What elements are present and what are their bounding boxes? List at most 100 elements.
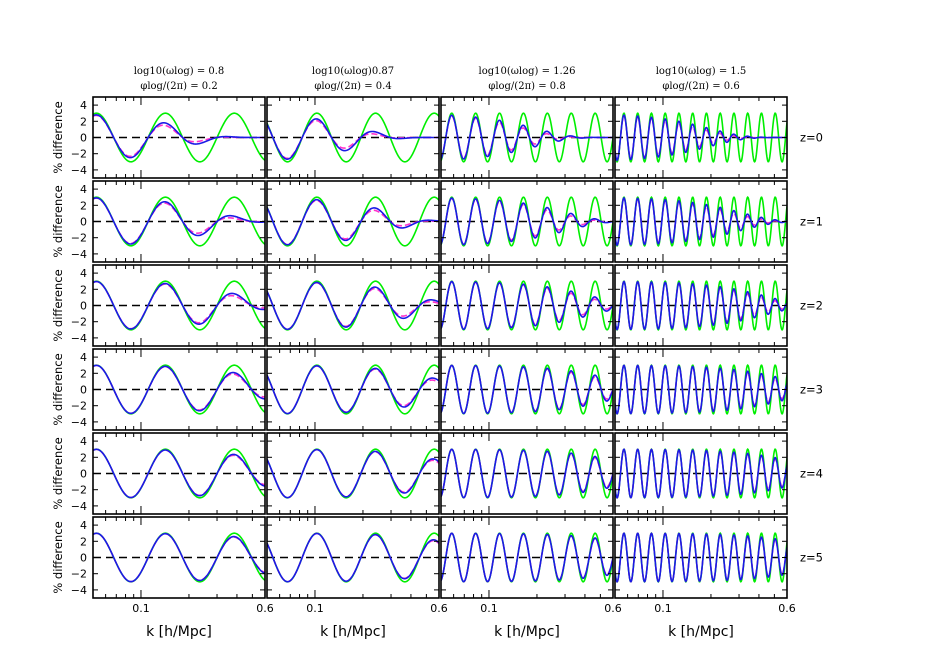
x-tick-label: 0.1	[132, 602, 150, 615]
panel-r1-c2	[440, 180, 614, 263]
panel-r4-c1	[266, 432, 440, 515]
y-tick-label: −2	[71, 148, 87, 161]
y-tick-label: −4	[71, 584, 87, 597]
y-tick-label: 4	[80, 435, 87, 448]
y-tick-label: −4	[71, 332, 87, 345]
y-tick-label: 2	[80, 283, 87, 296]
series-simulation-line	[441, 280, 613, 331]
series-linear-line	[267, 112, 439, 163]
series-simulation-line	[441, 114, 613, 160]
y-tick-label: 2	[80, 535, 87, 548]
y-tick-label: −2	[71, 568, 87, 581]
row-label: z=2	[800, 299, 823, 313]
series-linear-line	[93, 112, 265, 163]
series-simulation-line	[441, 532, 613, 583]
panel-r5-c1: 0.1 0.6	[266, 516, 448, 615]
series-simulation-line	[441, 197, 613, 246]
y-tick-label: 0	[80, 552, 87, 565]
series-simulation-line	[267, 198, 439, 246]
series-simulation-line	[615, 364, 787, 415]
series-simulation-line	[267, 365, 439, 415]
y-axis-label: % difference	[51, 437, 65, 509]
y-tick-label: 0	[80, 384, 87, 397]
series-simulation-line	[93, 280, 265, 330]
column-title-line2: φlog/(2π) = 0.2	[140, 81, 217, 92]
series-simulation-line	[615, 196, 787, 247]
row-label: z=5	[800, 551, 823, 565]
x-tick-label: 0.1	[480, 602, 498, 615]
x-tick-label: 0.6	[604, 602, 622, 615]
panel-r2-c2	[440, 264, 614, 347]
series-simulation-line	[267, 448, 439, 499]
y-tick-label: −2	[71, 484, 87, 497]
y-tick-label: −4	[71, 248, 87, 261]
column-title-line2: φlog/(2π) = 0.4	[314, 81, 391, 92]
series-simulation-line	[267, 532, 439, 583]
panel-r1-c3	[614, 180, 788, 263]
x-tick-label: 0.1	[654, 602, 672, 615]
series-simulation-line	[267, 281, 439, 331]
y-tick-label: −2	[71, 400, 87, 413]
panel-r0-c2	[440, 96, 614, 179]
series-simulation-line	[615, 114, 787, 162]
y-tick-label: 0	[80, 300, 87, 313]
panel-r0-c3	[614, 96, 788, 179]
panel-r1-c1	[266, 180, 440, 263]
y-tick-label: −4	[71, 164, 87, 177]
row-label: z=1	[800, 215, 823, 229]
x-axis-labels: k [h/Mpc] k [h/Mpc] k [h/Mpc] k [h/Mpc]	[146, 624, 734, 640]
panel-r4-c3	[614, 432, 788, 515]
row-label: z=4	[800, 467, 823, 481]
panel-r3-c2	[440, 348, 614, 431]
x-axis-label: k [h/Mpc]	[146, 624, 212, 640]
series-simulation-line	[441, 364, 613, 415]
column-title-line1: log10(ωlog)0.87	[312, 66, 394, 77]
series-simulation-line	[93, 532, 265, 583]
y-tick-label: 4	[80, 99, 87, 112]
y-tick-label: −4	[71, 416, 87, 429]
panel-r5-c3: 0.1 0.6	[614, 516, 796, 615]
series-simulation-line	[93, 197, 265, 245]
x-axis-label: k [h/Mpc]	[668, 624, 734, 640]
x-axis-label: k [h/Mpc]	[320, 624, 386, 640]
series-simulation-line	[615, 280, 787, 331]
panel-r4-c0: −4 −2 0 2 4	[71, 432, 266, 515]
column-title-line2: φlog/(2π) = 0.6	[662, 81, 739, 92]
y-tick-label: 2	[80, 199, 87, 212]
panel-r3-c0: −4 −2 0 2 4	[71, 348, 266, 431]
panel-r3-c3	[614, 348, 788, 431]
series-simulation-line	[93, 364, 265, 415]
row-label: z=3	[800, 383, 823, 397]
column-title-line2: φlog/(2π) = 0.8	[488, 81, 565, 92]
panel-r0-c1	[266, 96, 440, 179]
panel-r4-c2	[440, 432, 614, 515]
y-tick-label: 2	[80, 115, 87, 128]
y-axis-labels: % difference % difference % difference % di…	[51, 101, 65, 593]
y-axis-label: % difference	[51, 353, 65, 425]
series-simulation-line	[615, 532, 787, 583]
y-tick-label: 2	[80, 367, 87, 380]
panel-r3-c1	[266, 348, 440, 431]
y-axis-label: % difference	[51, 521, 65, 593]
column-title-line1: log10(ωlog) = 1.5	[656, 66, 747, 77]
row-label: z=0	[800, 131, 823, 145]
panel-r2-c3	[614, 264, 788, 347]
y-tick-label: 4	[80, 267, 87, 280]
y-tick-label: −2	[71, 316, 87, 329]
y-tick-label: 4	[80, 351, 87, 364]
x-tick-label: 0.6	[778, 602, 796, 615]
y-tick-label: 4	[80, 183, 87, 196]
y-tick-label: −4	[71, 500, 87, 513]
column-title-line1: log10(ωlog) = 0.8	[134, 66, 225, 77]
y-tick-label: 0	[80, 468, 87, 481]
panel-grid: −4 −2 0 2 4 −4 −2 0 2 4 −4 −2 0 2 4 −4 −2 0 2 4 −4 −2 0 2 4 −4 −2 0…	[71, 96, 796, 615]
y-axis-label: % difference	[51, 185, 65, 257]
y-tick-label: 4	[80, 519, 87, 532]
x-axis-label: k [h/Mpc]	[494, 624, 560, 640]
y-tick-label: −2	[71, 232, 87, 245]
panel-r1-c0: −4 −2 0 2 4	[71, 180, 266, 263]
y-axis-label: % difference	[51, 101, 65, 173]
panel-r5-c2: 0.1 0.6	[440, 516, 622, 615]
panel-r5-c0: −4 −2 0 2 4 0.1 0.6	[71, 516, 274, 615]
